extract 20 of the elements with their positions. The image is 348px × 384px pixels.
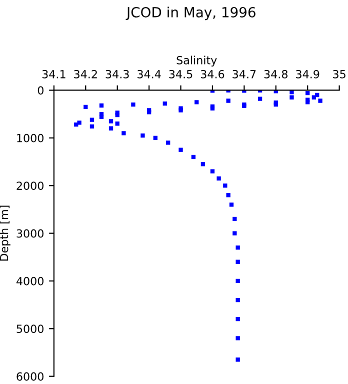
y-axis-title: Depth [m]	[0, 206, 10, 261]
y-tick-label: 3000	[16, 229, 44, 238]
y-tick-label: 1000	[17, 134, 44, 142]
y-tick-label: 0	[38, 86, 44, 95]
x-tick-label: 34.6	[200, 70, 224, 78]
x-tick-label: 34.7	[232, 70, 256, 78]
x-tick-label: 34.8	[264, 70, 288, 78]
y-tick-label: 2000	[16, 182, 44, 190]
y-tick-label: 4000	[16, 276, 44, 286]
x-tick-label: 34.3	[106, 70, 129, 78]
chart-title: JCOD in May, 1996	[126, 6, 256, 20]
x-tick-label: 34.2	[74, 70, 97, 78]
x-tick-label: 34.4	[138, 70, 161, 78]
x-tick-label: 34.1	[42, 70, 66, 78]
x-axis-title: Salinity	[176, 56, 217, 67]
y-tick-label: 6000	[16, 372, 44, 381]
y-tick-label: 5000	[16, 324, 44, 334]
x-tick-label: 34.9	[296, 70, 320, 78]
x-tick-label: 35	[333, 70, 346, 78]
x-tick-label: 34.5	[169, 70, 192, 78]
